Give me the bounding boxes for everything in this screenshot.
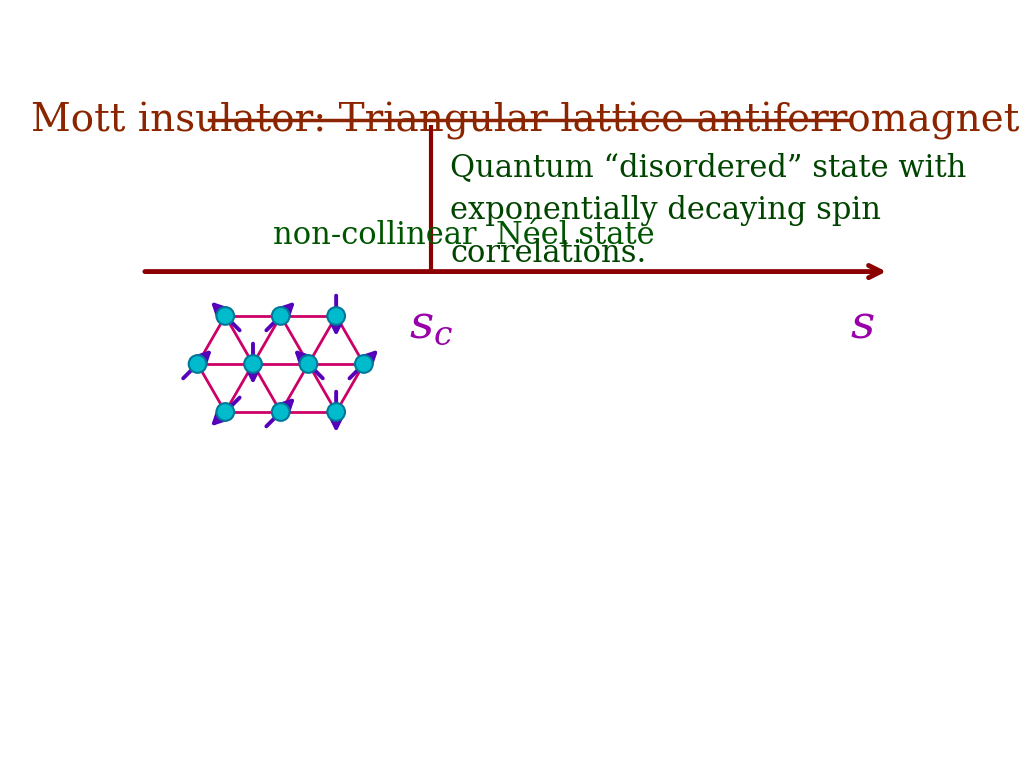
Circle shape	[188, 355, 207, 372]
Circle shape	[300, 355, 317, 372]
Text: Quantum “disordered” state with
exponentially decaying spin
correlations.: Quantum “disordered” state with exponent…	[451, 152, 967, 270]
Circle shape	[216, 403, 234, 421]
Circle shape	[328, 403, 345, 421]
Circle shape	[328, 307, 345, 325]
Circle shape	[271, 403, 290, 421]
Circle shape	[355, 355, 373, 372]
Text: non-collinear  Néel state: non-collinear Néel state	[273, 220, 654, 251]
Circle shape	[271, 307, 290, 325]
Text: Mott insulator: Triangular lattice antiferromagnet: Mott insulator: Triangular lattice antif…	[31, 102, 1019, 141]
Circle shape	[216, 307, 234, 325]
Text: $s_c$: $s_c$	[409, 303, 453, 348]
Text: $s$: $s$	[850, 303, 874, 348]
Circle shape	[244, 355, 262, 372]
